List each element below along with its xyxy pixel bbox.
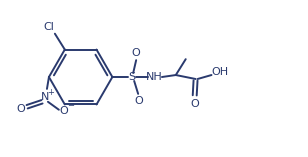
Text: O: O — [135, 96, 144, 106]
Text: N: N — [41, 92, 49, 102]
Text: O: O — [17, 104, 26, 114]
Text: O: O — [190, 99, 199, 109]
Text: OH: OH — [212, 67, 229, 77]
Text: +: + — [47, 88, 54, 97]
Text: S: S — [129, 72, 136, 82]
Text: Cl: Cl — [43, 22, 55, 32]
Text: O: O — [59, 106, 68, 116]
Text: NH: NH — [146, 72, 162, 82]
Text: −: − — [67, 101, 74, 110]
Text: O: O — [132, 48, 140, 58]
